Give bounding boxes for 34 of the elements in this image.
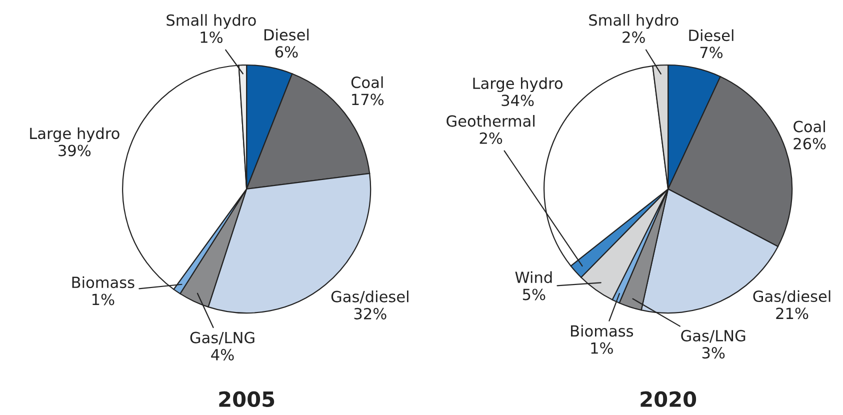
slice-label: Geothermal — [446, 115, 534, 127]
slice-label: Diesel — [689, 29, 734, 42]
text: 2020 — [640, 391, 696, 408]
data-label: 34% — [502, 94, 534, 106]
slice-label: Biomass — [72, 276, 134, 288]
slice-label: Large hydro — [473, 77, 562, 92]
slice-label: Gas/LNG — [681, 330, 746, 343]
data-label: 39% — [58, 144, 91, 156]
data-label: 2% — [622, 31, 645, 43]
text: 2005 — [219, 391, 274, 408]
data-label: 17% — [352, 94, 384, 106]
slice-label: Coal — [351, 76, 383, 88]
slice-label: Small hydro — [589, 14, 678, 29]
data-label: 7% — [700, 46, 723, 58]
slice-label: Gas/diesel — [331, 290, 408, 304]
slice-label: Biomass — [571, 324, 634, 337]
slice-label: Small hydro — [166, 14, 256, 29]
slice-label: Wind — [515, 271, 552, 284]
data-label: 21% — [776, 308, 808, 320]
data-label: 6% — [275, 46, 298, 58]
data-label: 5% — [522, 288, 546, 300]
data-label: 32% — [354, 308, 386, 320]
data-label: 3% — [702, 347, 725, 359]
slice-label: Diesel — [264, 28, 309, 41]
slice-label: Coal — [794, 120, 825, 132]
data-label: 1% — [92, 294, 114, 306]
data-label: 26% — [794, 138, 826, 150]
slice-label: Gas/LNG — [190, 332, 254, 345]
data-label: 1% — [200, 31, 222, 44]
slice-label: Large hydro — [30, 127, 120, 142]
data-label: 2% — [480, 132, 502, 144]
data-label: 1% — [591, 342, 613, 354]
data-label: 4% — [211, 348, 234, 360]
slice-label: Gas/diesel — [753, 290, 830, 304]
